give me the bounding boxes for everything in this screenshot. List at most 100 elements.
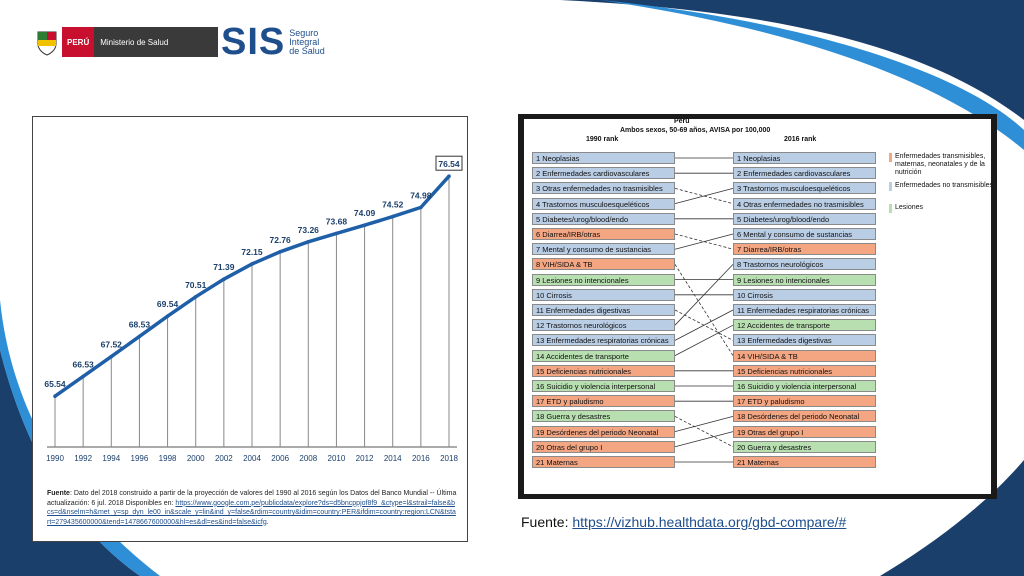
rank-2016-item: 16 Suicidio y violencia interpersonal — [733, 380, 876, 392]
data-point — [278, 250, 282, 254]
rank-1990-item: 15 Deficiencias nutricionales — [532, 364, 675, 377]
rank-header-1990: 1990 rank — [586, 136, 619, 143]
source-left-link[interactable]: https://www.google.com.pe/publicdata/exp… — [47, 499, 456, 526]
data-point — [165, 314, 170, 318]
x-tick-label: 1992 — [74, 454, 92, 463]
x-tick-label: 2004 — [243, 454, 261, 463]
x-tick-label: 1996 — [131, 454, 149, 463]
data-point — [137, 334, 142, 339]
rank-1990-item: 1 Neoplasias — [532, 152, 675, 164]
rank-1990-item: 14 Accidentes de transporte — [532, 349, 675, 362]
data-label: 72.76 — [270, 235, 292, 245]
data-point — [362, 223, 367, 227]
data-label: 73.26 — [298, 225, 320, 235]
coat-of-arms-icon — [37, 31, 57, 56]
rank-2016-item: 2 Enfermedades cardiovasculares — [733, 167, 876, 180]
rank-2016-item: 13 Enfermedades digestivas — [733, 334, 876, 347]
data-label: 70.51 — [185, 280, 207, 290]
x-tick-label: 2012 — [356, 454, 374, 463]
data-point — [81, 374, 85, 379]
x-tick-label: 2000 — [187, 454, 205, 463]
legend-item: Enfermedades transmisibles, maternas, ne… — [889, 153, 995, 177]
rank-1990-item: 21 Maternas — [532, 456, 675, 468]
life-expectancy-panel: 65.54 1990 66.53 1992 67.52 1994 68.53 1996 69.5… — [32, 116, 468, 542]
rank-1990-item: 3 Otras enfermedades no trasmisibles — [532, 182, 675, 195]
data-point — [109, 354, 114, 359]
source-left-prefix: Fuente — [47, 490, 70, 497]
rank-1990-item: 10 Cirrosis — [532, 288, 675, 301]
x-tick-label: 2006 — [271, 454, 289, 463]
sis-sub-3: de Salud — [289, 45, 325, 56]
data-label: 69.54 — [157, 299, 179, 309]
highlight-box — [435, 155, 463, 171]
data-label: 74.09 — [354, 208, 376, 218]
source-left-suffix: . — [266, 518, 269, 526]
source-right-prefix: Fuente: — [521, 514, 573, 530]
x-tick-label: 2002 — [215, 454, 233, 463]
data-label: 76.54 — [438, 159, 460, 169]
peru-label: PERÚ — [62, 27, 95, 57]
data-label: 71.39 — [213, 262, 235, 272]
data-label: 72.15 — [241, 247, 263, 257]
data-label: 67.52 — [101, 340, 123, 350]
rank-2016-item: 8 Trastornos neurológicos — [733, 258, 876, 271]
sis-logo-text: SIS — [221, 21, 286, 63]
sis-logo: SIS Seguro Integral de Salud — [221, 21, 325, 63]
rank-1990-item: 9 Lesiones no intencionales — [532, 273, 675, 286]
data-label: 73.68 — [326, 216, 348, 226]
life-expectancy-chart: 65.54 1990 66.53 1992 67.52 1994 68.53 1996 69.5… — [44, 155, 463, 463]
rank-2016-item: 15 Deficiencias nutricionales — [733, 364, 876, 377]
rank-2016-item: 6 Mental y consumo de sustancias — [733, 228, 876, 240]
rank-2016-item: 3 Trastornos musculoesqueléticos — [733, 182, 876, 195]
rank-connector — [674, 416, 734, 432]
rank-2016-item: 1 Neoplasias — [733, 152, 876, 164]
rank-2016-item: 5 Diabetes/urog/blood/endo — [733, 212, 876, 225]
data-label: 74.98 — [410, 190, 432, 200]
source-left: Fuente: Dato del 2018 construido a parti… — [47, 489, 457, 527]
legend-label: Enfermedades no transmisibles — [895, 182, 994, 189]
data-point — [222, 277, 226, 281]
rank-1990-item: 6 Diarrea/IRB/otras — [532, 228, 675, 240]
rank-2016-item: 21 Maternas — [733, 456, 876, 468]
data-label: 68.53 — [129, 319, 151, 329]
data-point — [334, 231, 339, 236]
rank-connectors — [674, 157, 734, 463]
rank-2016-item: 9 Lesiones no intencionales — [733, 273, 876, 286]
x-tick-label: 2018 — [440, 454, 458, 463]
rank-connector — [674, 264, 734, 356]
source-right-link[interactable]: https://vizhub.healthdata.org/gbd-compar… — [572, 514, 847, 530]
ministry-label: Ministerio de Salud — [94, 27, 219, 57]
x-tick-label: 2014 — [384, 454, 402, 463]
x-tick-label: 2010 — [328, 454, 346, 463]
rank-1990-item: 2 Enfermedades cardiovasculares — [532, 167, 675, 180]
rank-connector — [674, 264, 734, 326]
rank-title-subtitle: Ambos sexos, 50-69 años, AVISA por 100,0… — [620, 127, 771, 134]
rank-title-country: Perú — [674, 118, 690, 125]
rank-1990-item: 4 Trastornos musculoesqueléticos — [532, 197, 675, 210]
rank-connector — [674, 233, 734, 250]
data-point — [53, 394, 57, 399]
rank-1990-item: 13 Enfermedades respiratorias crónicas — [532, 334, 675, 347]
legend-label: Enfermedades transmisibles, maternas, ne… — [895, 153, 986, 176]
data-label: 66.53 — [73, 359, 95, 369]
rank-1990-item: 12 Trastornos neurológicos — [532, 319, 675, 332]
data-point — [419, 205, 423, 210]
rank-1990-item: 8 VIH/SIDA & TB — [532, 258, 675, 271]
rank-1990-item: 16 Suicidio y violencia interpersonal — [532, 380, 675, 392]
rank-2016-item: 7 Diarrea/IRB/otras — [733, 243, 876, 256]
rank-2016-item: 20 Guerra y desastres — [733, 440, 876, 453]
rank-1990-item: 11 Enfermedades digestivas — [532, 304, 675, 316]
rank-1990-item: 19 Desórdenes del periodo Neonatal — [532, 425, 675, 438]
rank-2016-item: 17 ETD y paludismo — [733, 395, 876, 408]
legend-item: Enfermedades no transmisibles — [889, 182, 995, 191]
rank-1990-item: 7 Mental y consumo de sustancias — [532, 243, 675, 256]
gbd-rank-panel: Perú Ambos sexos, 50-69 años, AVISA por … — [518, 114, 997, 499]
data-label: 65.54 — [44, 379, 66, 389]
rank-connector — [674, 324, 734, 356]
rank-2016-item: 11 Enfermedades respiratorias crónicas — [733, 304, 876, 316]
rank-1990-item: 5 Diabetes/urog/blood/endo — [532, 212, 675, 225]
x-tick-label: 1994 — [102, 454, 120, 463]
data-point — [193, 295, 198, 299]
legend-swatch — [889, 153, 892, 162]
rank-2016-item: 12 Accidentes de transporte — [733, 319, 876, 332]
